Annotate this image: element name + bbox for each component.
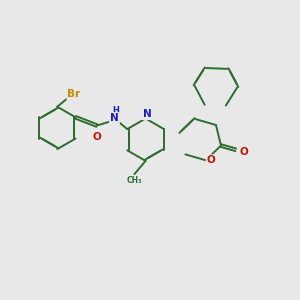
Text: N: N <box>143 109 152 119</box>
Text: N: N <box>110 113 119 123</box>
Text: O: O <box>207 155 215 165</box>
Text: O: O <box>239 147 248 157</box>
Text: CH₃: CH₃ <box>127 176 142 185</box>
Text: H: H <box>112 106 119 115</box>
Text: O: O <box>92 132 101 142</box>
Text: Br: Br <box>68 89 81 99</box>
